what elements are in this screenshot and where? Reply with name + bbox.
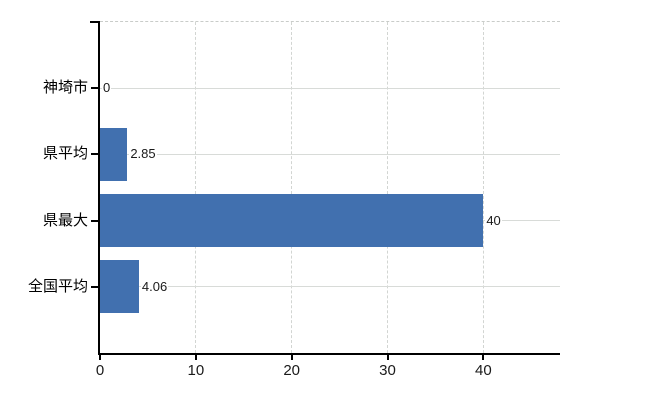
x-tick-label: 20: [283, 362, 300, 379]
bar: [100, 194, 484, 248]
plot-area: 0 2.85 40 4.06: [100, 22, 560, 353]
vertical-gridline: [482, 22, 484, 353]
x-tick-label: 30: [379, 362, 396, 379]
plot-top-border: [100, 21, 560, 22]
category-label: 全国平均: [27, 277, 88, 295]
horizontal-gridline: [100, 286, 560, 288]
x-tick-label: 0: [95, 362, 105, 379]
category-label: 県最大: [42, 211, 88, 229]
value-label: 40: [485, 212, 502, 229]
category-label: 県平均: [42, 145, 88, 163]
y-axis-tick: [91, 153, 100, 156]
x-tick-label: 10: [187, 362, 205, 379]
y-axis-top-tick: [90, 21, 100, 23]
x-axis-tick: [194, 355, 197, 360]
bar: [100, 260, 139, 314]
vertical-gridline: [291, 22, 293, 353]
vertical-gridline: [387, 22, 388, 353]
y-axis-tick: [91, 87, 100, 90]
x-axis-tick: [290, 355, 293, 360]
horizontal-gridline: [100, 153, 560, 155]
value-label: 4.06: [140, 278, 169, 295]
y-axis-line: [98, 22, 100, 353]
value-label: 0: [102, 80, 112, 97]
value-label: 2.85: [129, 146, 157, 163]
x-tick-label: 40: [474, 362, 492, 379]
horizontal-gridline: [100, 87, 560, 89]
x-axis-tick: [386, 355, 389, 360]
vertical-gridline: [195, 22, 197, 353]
bar: [100, 127, 128, 181]
x-axis-line: [98, 353, 560, 355]
x-axis-tick: [99, 355, 101, 360]
y-axis-tick: [91, 219, 100, 222]
y-axis-tick: [91, 285, 100, 288]
x-axis-tick: [482, 355, 485, 360]
category-label: 神埼市: [42, 79, 88, 97]
